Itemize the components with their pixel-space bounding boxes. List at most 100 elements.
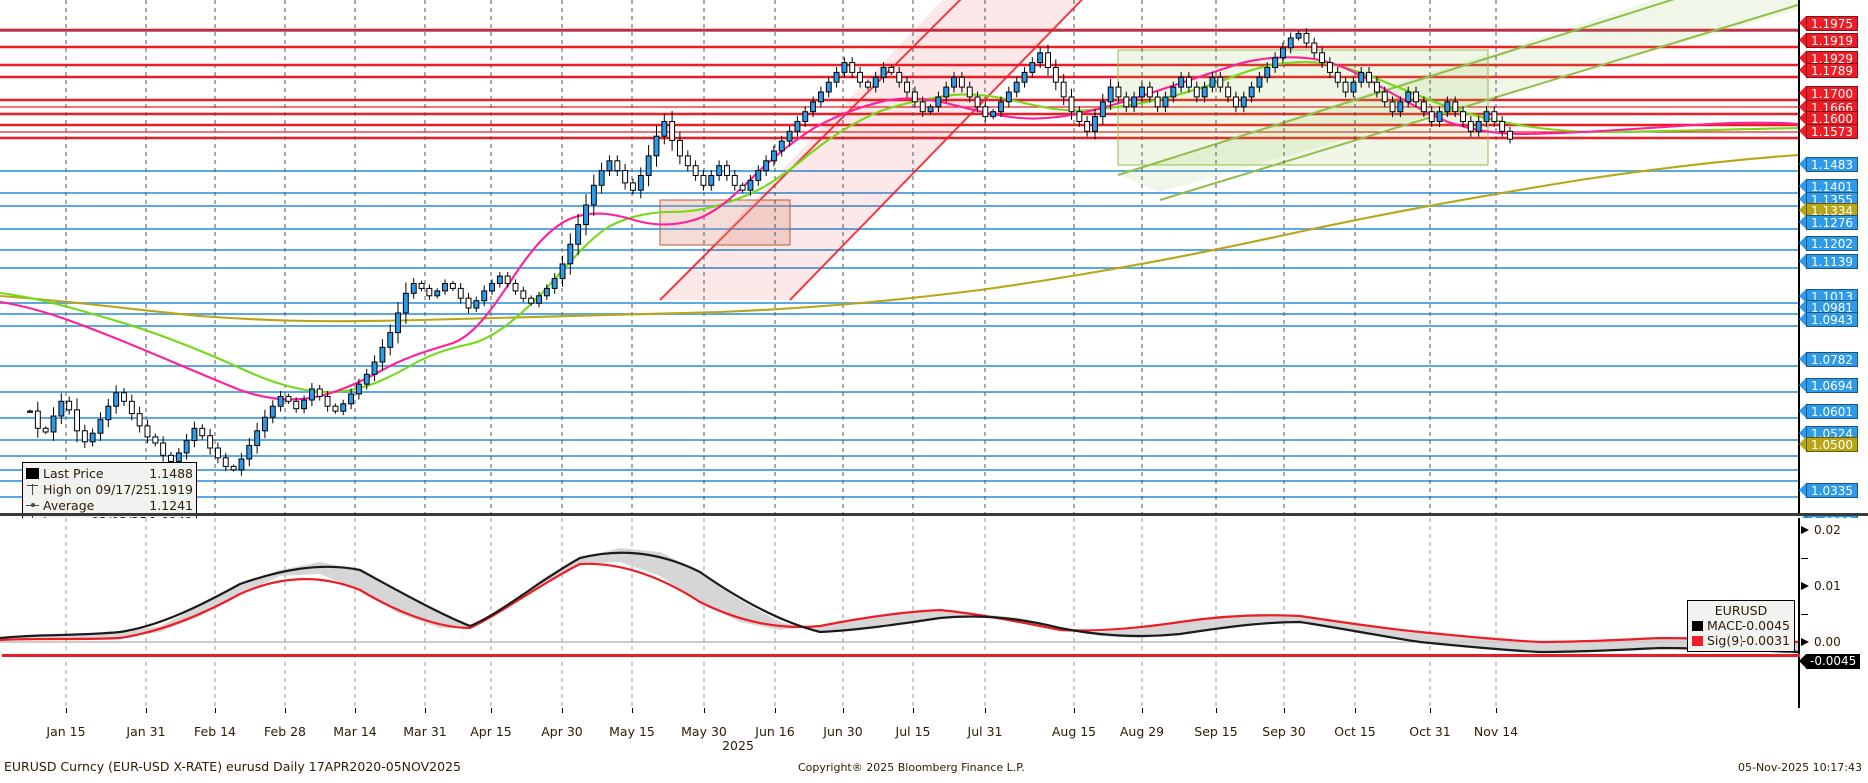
candle-body-up bbox=[645, 155, 652, 176]
candle-body-up bbox=[191, 427, 198, 442]
price-axis-tag[interactable]: 1.1919 bbox=[1799, 33, 1858, 48]
candle-body-up bbox=[1021, 71, 1028, 83]
legend-value: -0.0045 bbox=[1741, 618, 1790, 633]
x-axis-tick bbox=[775, 708, 776, 713]
candle-body-down bbox=[520, 290, 527, 299]
x-axis-tick bbox=[704, 708, 705, 713]
candle-body-up bbox=[1162, 96, 1169, 108]
tag-arrow-icon bbox=[1799, 63, 1806, 77]
candle-body-down bbox=[1460, 111, 1466, 122]
candle-body-down bbox=[1389, 101, 1396, 113]
candle-body-up bbox=[755, 170, 762, 181]
candle-body-up bbox=[1240, 96, 1247, 108]
candle-body-up bbox=[653, 135, 660, 157]
price-axis-tag[interactable]: 1.1700 bbox=[1799, 86, 1858, 101]
candle-body-down bbox=[160, 442, 167, 456]
candle-body-down bbox=[896, 71, 903, 83]
candle-body-down bbox=[136, 413, 143, 427]
macd-tick-arrow-icon bbox=[1801, 638, 1809, 646]
candle-body-up bbox=[183, 440, 190, 454]
price-axis-tag-label: 1.1929 bbox=[1806, 51, 1858, 66]
x-axis-label: Jul 31 bbox=[967, 724, 1003, 739]
price-axis-tag[interactable]: 1.0601 bbox=[1799, 404, 1858, 419]
candle-body-down bbox=[982, 106, 989, 118]
black-square-marker-icon bbox=[26, 467, 39, 479]
x-axis-tick bbox=[491, 708, 492, 713]
candle-body-down bbox=[332, 405, 339, 412]
price-axis-tag[interactable]: 1.1401 bbox=[1799, 179, 1858, 194]
price-axis-tag[interactable]: 1.1789 bbox=[1799, 63, 1858, 78]
macd-axis-tag[interactable]: -0.0045 bbox=[1799, 654, 1861, 669]
x-axis-year-label: 2025 bbox=[722, 738, 754, 753]
price-plot-area[interactable] bbox=[0, 0, 1798, 513]
price-axis-tag[interactable]: 1.1276 bbox=[1799, 215, 1858, 230]
signal-line bbox=[0, 562, 1798, 644]
candle-body-up bbox=[27, 410, 34, 413]
tag-arrow-icon bbox=[1799, 300, 1806, 314]
candle-body-down bbox=[121, 392, 127, 402]
price-axis-tag[interactable]: 1.1573 bbox=[1799, 124, 1858, 139]
candle-body-up bbox=[410, 283, 417, 294]
legend-value: 1.1488 bbox=[149, 465, 193, 481]
tag-arrow-icon bbox=[1799, 51, 1806, 65]
price-axis-tag[interactable]: 1.1929 bbox=[1799, 51, 1858, 66]
tag-arrow-icon bbox=[1799, 203, 1806, 217]
x-axis-label: Feb 14 bbox=[193, 724, 237, 739]
price-axis-tag[interactable]: 1.0943 bbox=[1799, 312, 1858, 327]
macd-axis[interactable]: 0.02 0.01 0.00 -0.0045 bbox=[2, 518, 1868, 708]
x-axis-tick bbox=[285, 708, 286, 713]
candle-body-down bbox=[1467, 121, 1474, 132]
candle-body-down bbox=[34, 410, 41, 429]
x-axis-panel[interactable]: Jan 15 Jan 31 Feb 14 Feb 28 Mar 14 Mar 31 Apr … bbox=[0, 708, 1868, 753]
tag-arrow-icon bbox=[1799, 378, 1806, 392]
candle-body-down bbox=[700, 175, 707, 186]
candle-body-down bbox=[207, 435, 214, 449]
candle-body-down bbox=[465, 297, 472, 309]
price-axis-tag-label: 1.0694 bbox=[1806, 378, 1858, 393]
price-axis-tag[interactable]: 1.0694 bbox=[1799, 378, 1858, 393]
candle-body-down bbox=[1123, 96, 1130, 108]
candle-body-up bbox=[434, 290, 441, 297]
candle-body-up bbox=[583, 204, 589, 226]
price-axis-tag[interactable]: 1.0335 bbox=[1799, 483, 1858, 498]
price-axis-tag[interactable]: 1.1600 bbox=[1799, 111, 1858, 126]
price-axis-tag[interactable]: 1.1975 bbox=[1799, 16, 1858, 31]
candle-body-up bbox=[356, 383, 362, 395]
candle-body-up bbox=[481, 290, 488, 302]
price-axis-tag[interactable]: 1.0981 bbox=[1799, 300, 1858, 315]
security-description: EURUSD Curncy (EUR-USD X-RATE) eurusd Da… bbox=[4, 759, 461, 774]
tag-arrow-icon bbox=[1799, 100, 1806, 114]
candle-body-up bbox=[536, 295, 542, 304]
candle-body-down bbox=[1146, 86, 1153, 98]
price-axis[interactable]: 1.1975 1.1919 1.1929 1.1789 1.1700 1.1666 1.16… bbox=[1798, 0, 1868, 591]
macd-legend-box[interactable]: EURUSD MACD(12,26) -0.0045 Sig(9) -0.003… bbox=[1687, 600, 1795, 652]
price-axis-tag[interactable]: 1.0782 bbox=[1799, 352, 1858, 367]
price-axis-tag[interactable]: 1.1483 bbox=[1799, 157, 1858, 172]
candle-body-up bbox=[1029, 62, 1036, 73]
high-marker-icon bbox=[26, 484, 39, 495]
candle-body-up bbox=[833, 71, 840, 83]
candle-body-down bbox=[222, 457, 229, 467]
price-axis-tag[interactable]: 1.1139 bbox=[1799, 254, 1858, 269]
candle-body-down bbox=[144, 425, 151, 438]
candle-body-up bbox=[1350, 81, 1357, 93]
price-axis-tag[interactable]: 1.1202 bbox=[1799, 236, 1858, 251]
candle-body-up bbox=[716, 165, 723, 176]
rising-channel-red bbox=[659, 0, 1084, 301]
candle-body-up bbox=[1099, 101, 1106, 118]
macd-legend-title: EURUSD bbox=[1714, 603, 1768, 618]
candle-body-down bbox=[74, 409, 80, 432]
price-axis-tag[interactable]: 1.0500 bbox=[1799, 437, 1858, 452]
candle-body-up bbox=[708, 175, 715, 186]
macd-plot-area[interactable] bbox=[0, 518, 1798, 708]
candle-body-up bbox=[175, 452, 182, 462]
candle-body-up bbox=[97, 419, 104, 434]
x-axis-label: May 15 bbox=[609, 724, 655, 739]
candle-body-up bbox=[254, 430, 261, 446]
macd-plot-svg bbox=[0, 518, 1798, 708]
x-axis-tick bbox=[1355, 708, 1356, 713]
candle-body-down bbox=[504, 275, 511, 285]
candle-body-down bbox=[1303, 32, 1310, 44]
tag-arrow-icon bbox=[1799, 86, 1806, 100]
x-axis-tick bbox=[632, 708, 633, 713]
